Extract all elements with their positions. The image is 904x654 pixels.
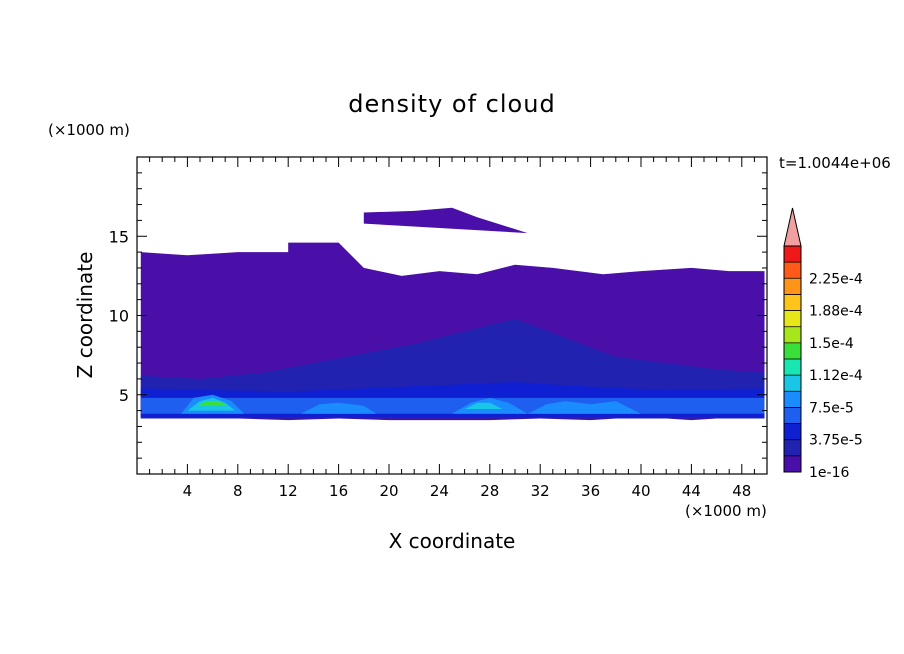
- colorbar-tick-label: 3.75e-5: [809, 433, 863, 449]
- colorbar-band: [784, 391, 801, 408]
- colorbar-band: [784, 310, 801, 328]
- colorbar-tick-label: 1.88e-4: [809, 304, 863, 320]
- colorbar-band: [784, 278, 801, 295]
- y-axis-ticks: 5 10 15: [109, 172, 767, 459]
- x-tick-label: 40: [631, 482, 650, 500]
- x-tick-label: 20: [379, 482, 398, 500]
- colorbar-band: [784, 455, 801, 473]
- colorbar-band: [784, 262, 801, 279]
- contour-region-10: [464, 402, 503, 409]
- chart-title: density of cloud: [348, 90, 555, 118]
- colorbar-band: [784, 342, 801, 360]
- colorbar-band: [784, 423, 801, 441]
- x-tick-label: 12: [279, 482, 298, 500]
- x-tick-label: 8: [233, 482, 243, 500]
- colorbar-tick-label: 1.12e-4: [809, 368, 863, 384]
- x-tick-label: 24: [430, 482, 449, 500]
- colorbar-band: [784, 359, 801, 376]
- x-tick-label: 32: [531, 482, 550, 500]
- colorbar-band: [784, 407, 801, 424]
- contour-region-8: [300, 402, 377, 414]
- x-unit-label: (×1000 m): [685, 502, 767, 520]
- colorbar-overflow-arrow: [783, 207, 802, 247]
- colorbar-tick-label: 1e-16: [809, 465, 849, 481]
- y-unit-label: (×1000 m): [48, 121, 130, 139]
- x-axis-label: X coordinate: [389, 529, 516, 553]
- y-axis-label: Z coordinate: [73, 252, 97, 379]
- x-axis-ticks: 4 8 12 16 20 24 28 32 36 40 44 48: [149, 157, 755, 500]
- colorbar-band: [784, 375, 801, 392]
- x-tick-label: 48: [732, 482, 751, 500]
- colorbar-tick-label: 7.5e-5: [809, 400, 854, 416]
- y-tick-label: 10: [109, 307, 129, 326]
- y-tick-label: 5: [119, 386, 129, 405]
- contour-region-1: [363, 207, 528, 234]
- x-tick-label: 16: [329, 482, 348, 500]
- colorbar-band: [784, 326, 801, 344]
- x-tick-label: 28: [480, 482, 499, 500]
- colorbar-tick-label: 2.25e-4: [809, 271, 863, 287]
- colorbar-band: [784, 439, 801, 457]
- colorbar-band: [784, 246, 801, 263]
- contour-fills: [140, 207, 765, 421]
- colorbar-tick-label: 1.5e-4: [809, 336, 854, 352]
- x-tick-label: 44: [682, 482, 701, 500]
- colorbar: 1e-16 3.75e-5 7.5e-5 1.12e-4 1.5e-4 1.88e-4 2.…: [783, 207, 863, 481]
- contour-region-11: [527, 401, 641, 414]
- time-label: t=1.0044e+06: [779, 154, 891, 172]
- y-tick-label: 15: [109, 227, 129, 246]
- plot-area: [136, 156, 768, 475]
- contour-region-7: [197, 401, 228, 406]
- x-tick-label: 36: [581, 482, 600, 500]
- colorbar-band: [784, 294, 801, 311]
- x-tick-label: 4: [183, 482, 193, 500]
